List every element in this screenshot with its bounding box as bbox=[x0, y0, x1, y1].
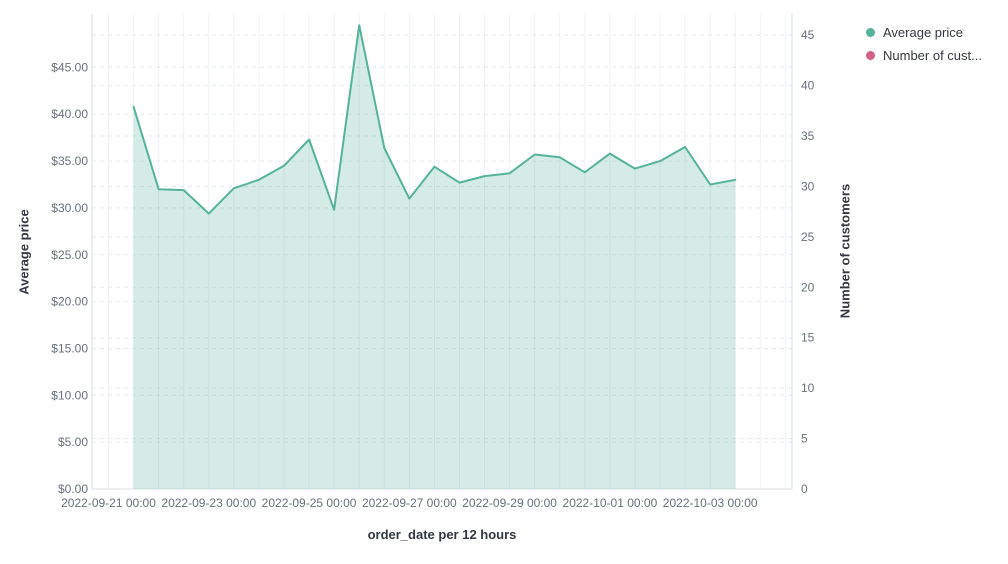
y-left-tick-label: $40.00 bbox=[51, 107, 88, 121]
x-axis-title: order_date per 12 hours bbox=[367, 527, 517, 542]
y-left-tick-label: $10.00 bbox=[51, 388, 88, 402]
x-tick-label: 2022-09-27 00:00 bbox=[362, 496, 457, 510]
series-line bbox=[132, 24, 737, 215]
y-right-tick-label: 0 bbox=[801, 482, 808, 496]
legend-item-label: Number of cust... bbox=[883, 48, 982, 63]
y-left-tick-label: $15.00 bbox=[51, 341, 88, 355]
legend-color-dot-icon bbox=[866, 51, 875, 60]
y-left-tick-label: $30.00 bbox=[51, 201, 88, 215]
x-tick-label: 2022-10-01 00:00 bbox=[563, 496, 658, 510]
y-right-tick-label: 15 bbox=[801, 331, 815, 345]
y-right-tick-label: 45 bbox=[801, 28, 815, 42]
x-tick-label: 2022-10-03 00:00 bbox=[663, 496, 758, 510]
y-left-tick-label: $45.00 bbox=[51, 60, 88, 74]
x-tick-label: 2022-09-23 00:00 bbox=[161, 496, 256, 510]
y-right-tick-label: 35 bbox=[801, 129, 815, 143]
y-left-tick-label: $20.00 bbox=[51, 295, 88, 309]
legend-item[interactable]: Average price bbox=[866, 24, 982, 41]
y-right-tick-label: 30 bbox=[801, 179, 815, 193]
x-tick-label: 2022-09-21 00:00 bbox=[61, 496, 156, 510]
y-right-tick-label: 5 bbox=[801, 432, 808, 446]
y-right-tick-label: 25 bbox=[801, 230, 815, 244]
y-left-tick-label: $0.00 bbox=[58, 482, 88, 496]
y-right-tick-label: 40 bbox=[801, 79, 815, 93]
series-area-fill bbox=[133, 25, 736, 489]
x-tick-label: 2022-09-29 00:00 bbox=[462, 496, 557, 510]
y-right-tick-label: 10 bbox=[801, 381, 815, 395]
y-axis-title-right: Number of customers bbox=[837, 183, 853, 319]
y-left-tick-label: $35.00 bbox=[51, 154, 88, 168]
x-tick-label: 2022-09-25 00:00 bbox=[262, 496, 357, 510]
y-left-tick-label: $5.00 bbox=[58, 435, 88, 449]
legend-item-label: Average price bbox=[883, 25, 963, 40]
y-axis-title-left: Average price bbox=[16, 209, 32, 295]
y-right-tick-label: 20 bbox=[801, 280, 815, 294]
legend-color-dot-icon bbox=[866, 28, 875, 37]
y-left-tick-label: $25.00 bbox=[51, 248, 88, 262]
legend: Average price Number of cust... bbox=[866, 24, 982, 64]
legend-item[interactable]: Number of cust... bbox=[866, 47, 982, 64]
